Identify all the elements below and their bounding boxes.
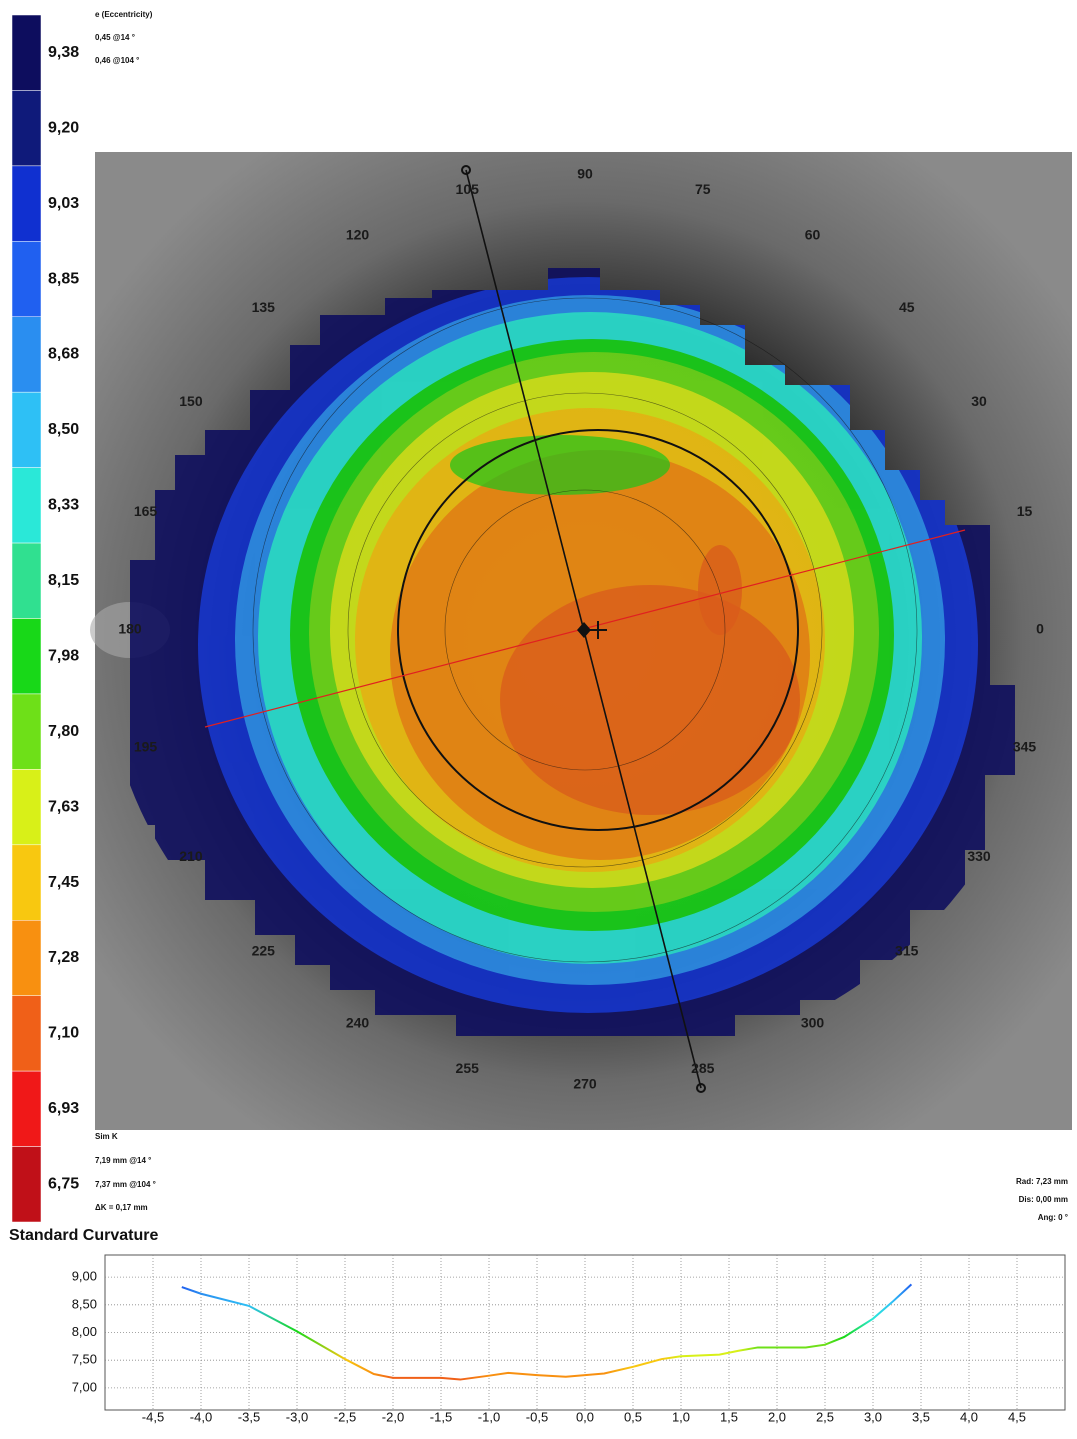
- angle-label: 225: [252, 942, 276, 958]
- scale-label: 6,93: [48, 1100, 79, 1117]
- angle-label: 210: [179, 848, 203, 864]
- y-tick-label: 7,00: [72, 1379, 97, 1394]
- scale-swatch: [12, 15, 41, 90]
- simk-value: ΔK = 0,17 mm: [95, 1203, 148, 1212]
- angle-label: 195: [134, 738, 158, 754]
- topo-zone: [450, 435, 670, 495]
- angle-label: 0: [1036, 621, 1044, 637]
- scale-swatch: [12, 241, 41, 316]
- scale-label: 9,20: [48, 119, 79, 136]
- eccentricity-title: e (Eccentricity): [95, 10, 153, 19]
- scale-swatch: [12, 769, 41, 844]
- x-tick-label: 3,0: [864, 1409, 882, 1424]
- x-tick-label: 2,5: [816, 1409, 834, 1424]
- scale-label: 9,38: [48, 44, 79, 61]
- x-tick-label: 1,0: [672, 1409, 690, 1424]
- eccentricity-value: 0,46 @104 °: [95, 56, 139, 65]
- scale-label: 6,75: [48, 1176, 79, 1193]
- angle-label: 180: [118, 621, 142, 637]
- scale-swatch: [12, 694, 41, 769]
- cursor-info: Dis: 0,00 mm: [1019, 1195, 1068, 1204]
- cursor-info: Rad: 7,23 mm: [1016, 1177, 1068, 1186]
- x-tick-label: -1,5: [430, 1409, 452, 1424]
- scale-swatch: [12, 920, 41, 995]
- scale-swatch: [12, 166, 41, 241]
- scale-label: 7,28: [48, 949, 79, 966]
- scale-swatch: [12, 317, 41, 392]
- cursor-info: Ang: 0 °: [1038, 1213, 1068, 1222]
- x-tick-label: -3,5: [238, 1409, 260, 1424]
- topography-map: 0 15 30 45 60 75 90 105 120 135 150 165 180 195 210 225…: [90, 152, 1072, 1130]
- eccentricity-value: 0,45 @14 °: [95, 33, 135, 42]
- x-tick-label: -0,5: [526, 1409, 548, 1424]
- y-tick-label: 7,50: [72, 1352, 97, 1367]
- y-tick-label: 9,00: [72, 1269, 97, 1284]
- angle-label: 120: [346, 227, 370, 243]
- angle-label: 345: [1013, 738, 1037, 754]
- y-tick-label: 8,50: [72, 1296, 97, 1311]
- angle-label: 315: [895, 942, 919, 958]
- x-tick-label: 1,5: [720, 1409, 738, 1424]
- angle-label: 270: [573, 1076, 597, 1092]
- angle-label: 255: [456, 1060, 480, 1076]
- angle-label: 240: [346, 1015, 370, 1031]
- angle-label: 105: [456, 181, 480, 197]
- x-tick-label: 2,0: [768, 1409, 786, 1424]
- profile-chart: -4,5 -4,0 -3,5 -3,0 -2,5 -2,0 -1,5 -1,0 -0,5 0,0 0…: [72, 1255, 1065, 1424]
- x-tick-label: 0,0: [576, 1409, 594, 1424]
- topo-zone: [500, 585, 800, 815]
- simk-title: Sim K: [95, 1132, 118, 1141]
- x-tick-label: -1,0: [478, 1409, 500, 1424]
- x-tick-label: -4,0: [190, 1409, 212, 1424]
- x-tick-label: 4,5: [1008, 1409, 1026, 1424]
- scale-swatch: [12, 1147, 41, 1222]
- chart-title: Standard Curvature: [9, 1227, 158, 1244]
- angle-label: 150: [179, 393, 203, 409]
- scale-swatch: [12, 543, 41, 618]
- angle-label: 15: [1017, 503, 1033, 519]
- x-tick-label: -4,5: [142, 1409, 164, 1424]
- x-tick-label: -3,0: [286, 1409, 308, 1424]
- page: e (Eccentricity) 0,45 @14 ° 0,46 @104 ° …: [0, 0, 1077, 1439]
- scale-swatch: [12, 996, 41, 1071]
- scale-label: 9,03: [48, 195, 79, 212]
- angle-label: 90: [577, 166, 593, 182]
- angle-label: 75: [695, 181, 711, 197]
- simk-value: 7,19 mm @14 °: [95, 1156, 151, 1165]
- angle-label: 30: [971, 393, 987, 409]
- angle-label: 330: [967, 848, 991, 864]
- scale-label: 8,68: [48, 346, 79, 363]
- scale-swatch: [12, 468, 41, 543]
- x-tick-label: 3,5: [912, 1409, 930, 1424]
- angle-label: 165: [134, 503, 158, 519]
- angle-label: 135: [252, 299, 276, 315]
- angle-label: 60: [805, 227, 821, 243]
- scale-label: 7,45: [48, 874, 79, 891]
- angle-label: 285: [691, 1060, 715, 1076]
- scale-label: 7,63: [48, 798, 79, 815]
- scale-swatch: [12, 1071, 41, 1146]
- color-scale: 9,38 9,20 9,03 8,85 8,68 8,50 8,33 8,15 7,98 7,80…: [12, 15, 79, 1222]
- angle-label: 300: [801, 1015, 825, 1031]
- scale-label: 7,98: [48, 647, 79, 664]
- scale-label: 8,33: [48, 497, 79, 514]
- scale-label: 8,50: [48, 421, 79, 438]
- scale-label: 8,85: [48, 270, 79, 287]
- scale-swatch: [12, 90, 41, 165]
- scale-label: 7,80: [48, 723, 79, 740]
- simk-value: 7,37 mm @104 °: [95, 1180, 156, 1189]
- y-tick-label: 8,00: [72, 1324, 97, 1339]
- scale-swatch: [12, 619, 41, 694]
- x-tick-label: -2,5: [334, 1409, 356, 1424]
- scale-label: 8,15: [48, 572, 79, 589]
- angle-label: 45: [899, 299, 915, 315]
- scale-swatch: [12, 845, 41, 920]
- scale-swatch: [12, 392, 41, 467]
- x-tick-label: -2,0: [382, 1409, 404, 1424]
- x-tick-label: 0,5: [624, 1409, 642, 1424]
- x-tick-label: 4,0: [960, 1409, 978, 1424]
- scale-label: 7,10: [48, 1025, 79, 1042]
